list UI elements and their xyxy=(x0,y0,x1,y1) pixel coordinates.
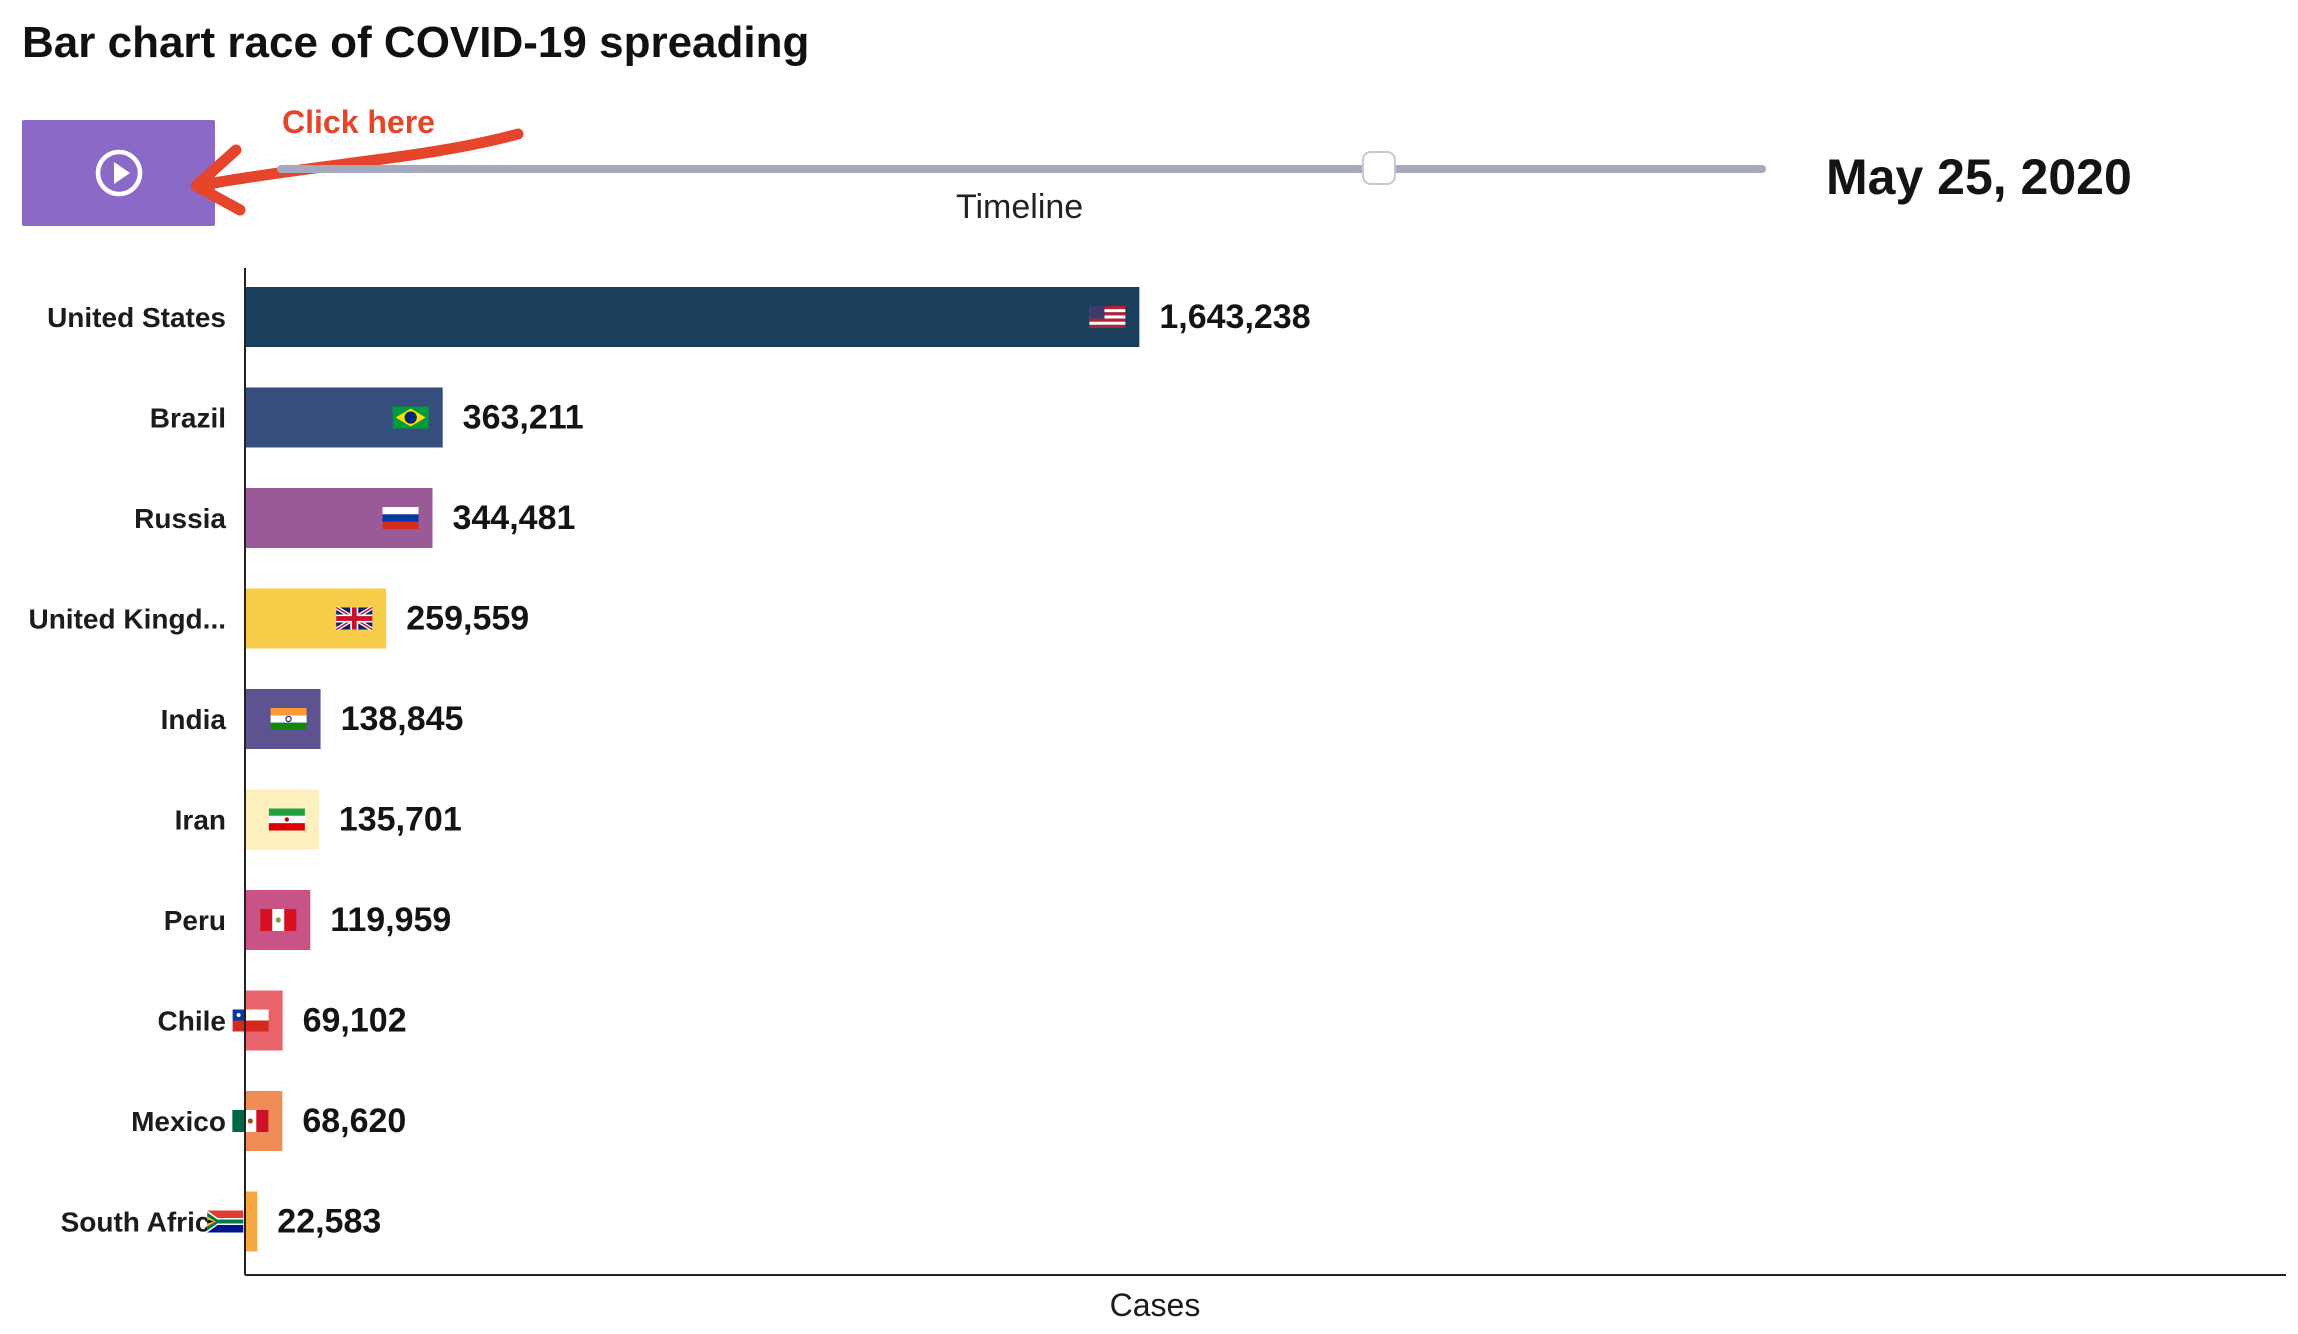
category-label: Mexico xyxy=(131,1106,226,1137)
page-title: Bar chart race of COVID-19 spreading xyxy=(22,18,810,67)
value-label: 22,583 xyxy=(277,1203,381,1241)
flag-cl-icon xyxy=(232,1009,269,1032)
value-label: 135,701 xyxy=(339,801,462,839)
category-label: Russia xyxy=(134,503,226,534)
value-label: 1,643,238 xyxy=(1159,298,1310,336)
play-circle-icon xyxy=(95,149,142,197)
flag-br-icon xyxy=(392,406,429,429)
flag-us-icon xyxy=(1089,306,1126,328)
category-label: Iran xyxy=(175,805,226,836)
flag-ru-icon xyxy=(382,507,419,529)
bars-layer: United States 1,643,238 Brazil 363,211 Russi… xyxy=(28,287,1311,1252)
flag-in-icon xyxy=(270,708,307,730)
play-button[interactable] xyxy=(22,120,215,226)
bar-0 xyxy=(245,287,1140,347)
value-label: 138,845 xyxy=(341,700,464,738)
flag-ir-icon xyxy=(268,808,305,831)
value-label: 259,559 xyxy=(406,600,529,638)
timeline-label: Timeline xyxy=(956,188,1084,226)
flag-mx-icon xyxy=(232,1110,269,1132)
category-label: Peru xyxy=(164,905,226,936)
flag-za-icon xyxy=(207,1210,244,1233)
flag-gb-icon xyxy=(335,605,374,632)
timeline-slider-track[interactable] xyxy=(277,165,1766,173)
value-label: 119,959 xyxy=(330,901,451,939)
category-label: United Kingd... xyxy=(28,604,226,635)
current-date: May 25, 2020 xyxy=(1826,149,2132,205)
value-label: 69,102 xyxy=(303,1002,407,1040)
timeline-slider-thumb[interactable] xyxy=(1361,151,1396,185)
category-label: South Africa xyxy=(61,1207,227,1238)
value-label: 344,481 xyxy=(452,499,575,537)
bar-9 xyxy=(245,1191,258,1252)
x-axis-label: Cases xyxy=(1110,1287,1201,1323)
category-label: Chile xyxy=(158,1006,226,1037)
category-label: India xyxy=(161,704,227,735)
category-label: Brazil xyxy=(150,403,226,434)
flag-pe-icon xyxy=(260,909,297,931)
value-label: 68,620 xyxy=(302,1102,406,1140)
category-label: United States xyxy=(47,302,226,333)
value-label: 363,211 xyxy=(463,399,584,437)
